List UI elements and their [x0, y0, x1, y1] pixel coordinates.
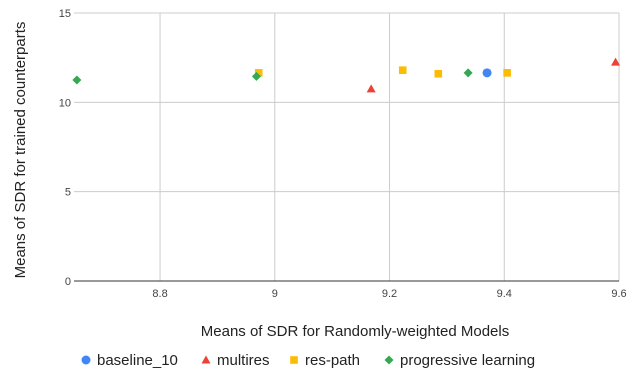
data-point-progressive-learning — [72, 75, 82, 85]
data-point-progressive-learning — [251, 71, 261, 81]
legend-label-baseline-10: baseline_10 — [97, 352, 178, 369]
legend-marker-progressive-learning — [384, 355, 394, 365]
legend-marker-baseline-10 — [81, 355, 91, 365]
y-tick-label: 5 — [65, 187, 71, 199]
y-tick-label: 10 — [59, 97, 71, 109]
legend-marker-multires — [201, 355, 211, 364]
x-axis-title: Means of SDR for Randomly-weighted Model… — [201, 323, 509, 340]
legend-item-res-path: res-path — [290, 352, 360, 369]
data-point-res-path — [398, 66, 407, 74]
x-tick-label: 9.2 — [382, 288, 397, 300]
data-point-res-path — [434, 69, 443, 78]
grid — [74, 12, 620, 281]
legend-item-multires: multires — [201, 352, 270, 369]
data-point-multires — [611, 57, 621, 66]
tick-labels: 0 5 10 15 8.8 9 9.2 9.4 9.6 — [59, 8, 627, 300]
data-point-baseline-10 — [482, 68, 492, 78]
legend-item-progressive-learning: progressive learning — [384, 352, 535, 369]
data-points — [72, 57, 621, 93]
legend-item-baseline-10: baseline_10 — [81, 352, 178, 369]
x-tick-label: 9 — [272, 288, 278, 300]
data-point-multires — [366, 84, 376, 93]
legend: baseline_10 multires res-path progressive l… — [81, 352, 535, 369]
y-axis-title: Means of SDR for trained counterparts — [12, 22, 29, 279]
y-tick-label: 15 — [59, 8, 71, 20]
legend-label-multires: multires — [217, 352, 270, 369]
x-tick-label: 9.6 — [611, 288, 626, 300]
legend-label-progressive-learning: progressive learning — [400, 352, 535, 369]
data-point-res-path — [254, 69, 263, 77]
x-tick-label: 8.8 — [152, 288, 167, 300]
data-point-progressive-learning — [463, 68, 473, 78]
legend-label-res-path: res-path — [305, 352, 360, 369]
y-tick-label: 0 — [65, 276, 71, 288]
legend-marker-res-path — [290, 356, 298, 364]
x-tick-label: 9.4 — [497, 288, 512, 300]
data-point-res-path — [503, 69, 511, 77]
